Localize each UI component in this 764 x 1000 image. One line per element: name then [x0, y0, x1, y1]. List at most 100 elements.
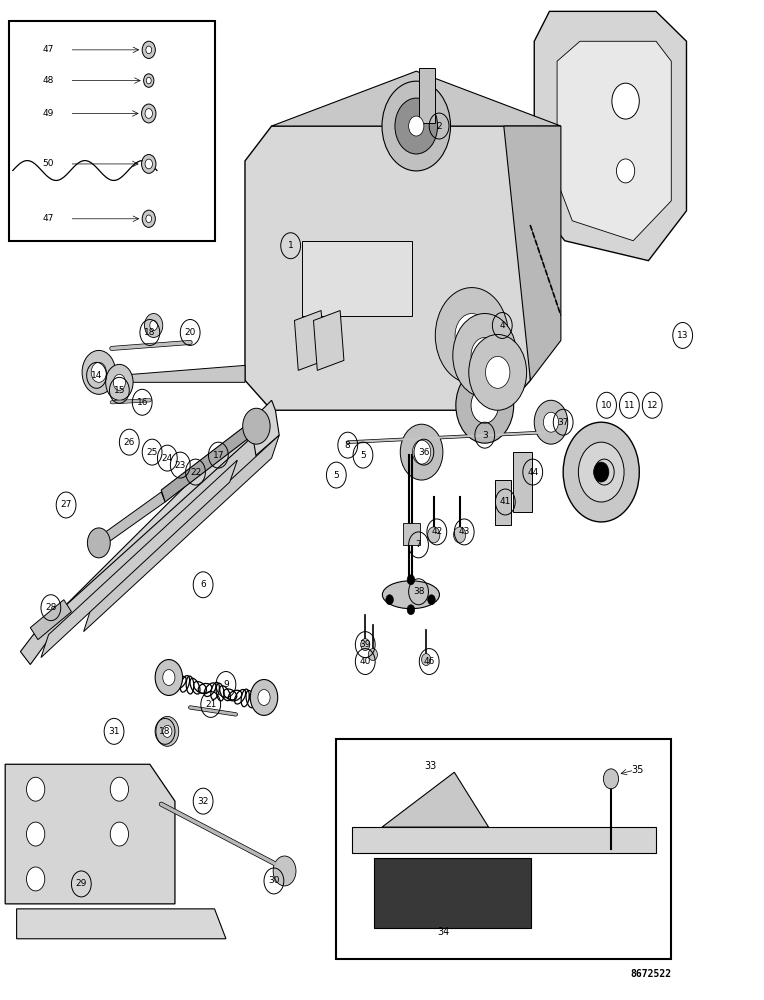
Text: 12: 12 [646, 401, 658, 410]
Text: 24: 24 [162, 454, 173, 463]
Polygon shape [374, 858, 530, 928]
Text: 20: 20 [184, 328, 196, 337]
Text: 5: 5 [333, 471, 339, 480]
Circle shape [150, 320, 157, 330]
Circle shape [141, 104, 156, 123]
Circle shape [27, 777, 45, 801]
Circle shape [145, 159, 153, 169]
Polygon shape [294, 311, 325, 370]
Circle shape [422, 654, 431, 666]
Circle shape [435, 288, 508, 383]
Circle shape [146, 46, 151, 54]
Text: 15: 15 [114, 386, 125, 395]
Text: 32: 32 [197, 797, 209, 806]
Circle shape [382, 81, 451, 171]
Text: 2: 2 [436, 122, 442, 131]
Text: 27: 27 [60, 500, 72, 509]
Polygon shape [21, 435, 257, 665]
Text: 46: 46 [423, 657, 435, 666]
Text: 31: 31 [108, 727, 120, 736]
Text: 6: 6 [200, 580, 206, 589]
Text: 22: 22 [190, 468, 201, 477]
Ellipse shape [382, 581, 439, 609]
Circle shape [155, 660, 183, 695]
Polygon shape [557, 41, 672, 241]
Circle shape [145, 109, 153, 118]
Circle shape [534, 400, 568, 444]
Text: 23: 23 [175, 461, 186, 470]
Circle shape [113, 374, 125, 390]
Circle shape [258, 689, 270, 705]
Polygon shape [272, 71, 561, 126]
Text: 5: 5 [360, 451, 366, 460]
Text: 38: 38 [413, 587, 424, 596]
Circle shape [251, 680, 277, 715]
Polygon shape [161, 420, 257, 502]
Text: 18: 18 [160, 727, 171, 736]
Text: 7: 7 [416, 540, 422, 549]
Text: 21: 21 [205, 700, 216, 709]
Circle shape [141, 155, 156, 173]
Circle shape [578, 442, 624, 502]
Text: 34: 34 [437, 927, 450, 937]
Text: 45: 45 [598, 468, 610, 477]
Polygon shape [302, 241, 413, 316]
Circle shape [471, 337, 498, 373]
Text: 3: 3 [482, 431, 487, 440]
Circle shape [386, 595, 393, 605]
Text: 35: 35 [632, 765, 644, 775]
Text: 4: 4 [500, 321, 505, 330]
Text: 47: 47 [43, 45, 54, 54]
Circle shape [368, 649, 377, 661]
Circle shape [455, 314, 488, 357]
Text: 50: 50 [43, 159, 54, 168]
Text: 33: 33 [424, 761, 436, 771]
Text: 28: 28 [45, 603, 57, 612]
Polygon shape [351, 827, 656, 853]
Circle shape [469, 334, 526, 410]
Text: 10: 10 [601, 401, 612, 410]
Circle shape [413, 440, 431, 464]
Polygon shape [534, 11, 687, 261]
Text: 8: 8 [345, 441, 351, 450]
Text: 9: 9 [223, 680, 229, 689]
Text: 18: 18 [144, 328, 156, 337]
Circle shape [91, 362, 106, 382]
Circle shape [27, 822, 45, 846]
Text: 40: 40 [360, 657, 371, 666]
Bar [513, 452, 532, 512]
Bar [419, 68, 435, 123]
Circle shape [146, 77, 151, 84]
Circle shape [395, 98, 438, 154]
Text: 13: 13 [677, 331, 688, 340]
Polygon shape [31, 600, 71, 640]
Polygon shape [34, 400, 279, 645]
Circle shape [471, 387, 498, 423]
Circle shape [105, 364, 133, 400]
Polygon shape [503, 126, 561, 380]
Circle shape [142, 210, 155, 227]
Bar [494, 480, 511, 525]
Circle shape [486, 356, 510, 388]
Text: 48: 48 [43, 76, 54, 85]
Circle shape [243, 408, 270, 444]
Circle shape [82, 350, 115, 394]
Text: 1: 1 [288, 241, 293, 250]
Circle shape [144, 314, 163, 337]
Text: 26: 26 [124, 438, 135, 447]
Circle shape [144, 74, 154, 87]
Circle shape [27, 867, 45, 891]
Text: 36: 36 [418, 448, 429, 457]
Circle shape [563, 422, 639, 522]
Circle shape [110, 777, 128, 801]
Circle shape [407, 575, 415, 585]
Text: 11: 11 [623, 401, 635, 410]
Circle shape [110, 822, 128, 846]
Bar [336, 739, 672, 959]
Circle shape [594, 462, 609, 482]
Circle shape [156, 716, 179, 746]
Circle shape [407, 605, 415, 615]
Text: 29: 29 [76, 879, 87, 888]
Text: 43: 43 [458, 527, 470, 536]
Text: 17: 17 [212, 451, 224, 460]
